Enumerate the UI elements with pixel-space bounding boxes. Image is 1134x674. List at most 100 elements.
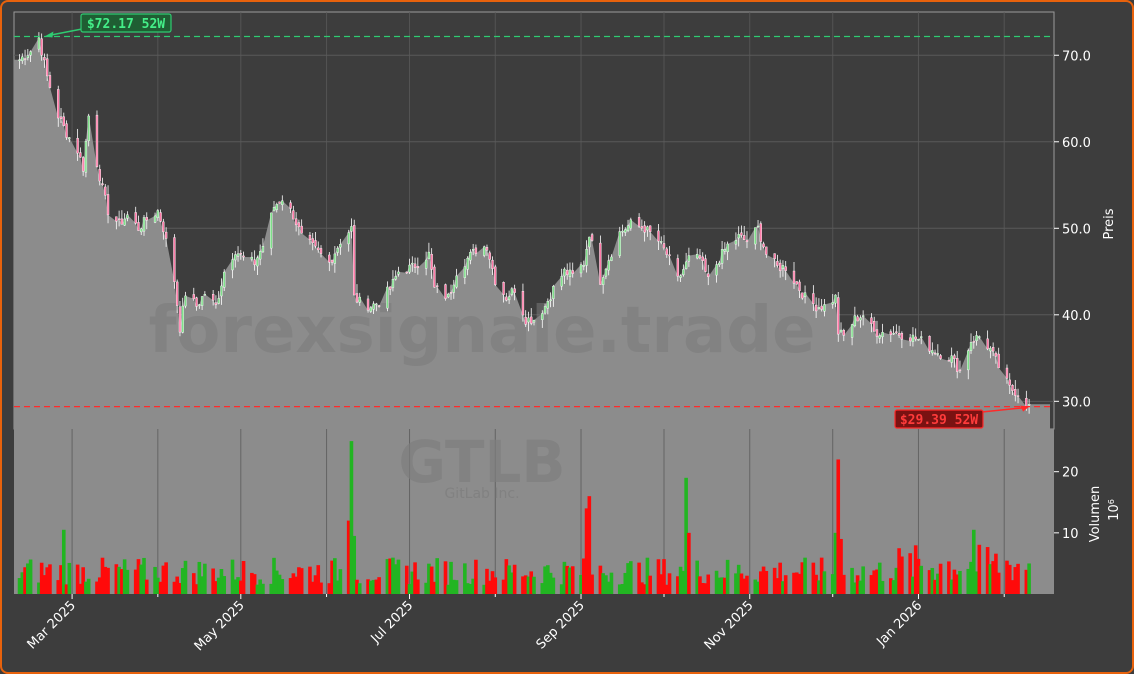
volume-bar-down [759, 571, 763, 594]
candle-down [1005, 367, 1009, 379]
volume-bar-up [617, 584, 622, 594]
candle-up [834, 294, 837, 304]
candle-up [333, 253, 337, 264]
candle-up [967, 350, 970, 371]
candle-up [350, 226, 353, 232]
volume-bar-down [783, 575, 788, 594]
volume-bar-down [404, 565, 409, 594]
candle-up [29, 51, 32, 56]
candle-down [195, 297, 198, 307]
volume-bar-down [772, 567, 777, 594]
candle-down [59, 116, 63, 119]
candle-down [389, 286, 392, 290]
volume-bar-up [930, 567, 935, 594]
volume-bar-down [977, 544, 982, 594]
candle-down [488, 252, 491, 260]
candle-up [270, 212, 273, 249]
volume-bar-down [659, 574, 664, 594]
volume-bar-up [139, 564, 144, 594]
volume-bar-up [122, 559, 127, 594]
candle-down [900, 332, 904, 340]
volume-bar-up [17, 578, 22, 594]
candle-down [319, 248, 323, 254]
volume-bar-up [216, 577, 221, 594]
volume-bar-down [676, 576, 680, 594]
candle-down [1016, 395, 1020, 397]
candle-down [137, 222, 140, 231]
candle-down [436, 285, 439, 287]
candle-up [184, 295, 187, 307]
candle-down [842, 330, 845, 336]
candle-up [126, 214, 129, 219]
volume-bar-down [56, 580, 61, 594]
candle-down [328, 254, 331, 263]
candle-up [217, 298, 220, 304]
candle-down [98, 169, 101, 182]
candle-up [507, 296, 511, 301]
candle-down [997, 353, 1000, 369]
candle-down [792, 270, 796, 284]
candle-up [84, 140, 88, 173]
volume-bar-up [28, 559, 33, 594]
candle-down [939, 355, 942, 359]
company-watermark: GitLab Inc. [444, 486, 519, 502]
volume-bar-down [598, 565, 603, 594]
candle-down [524, 316, 527, 325]
volume-bar-down [797, 573, 802, 594]
candle-down [665, 248, 668, 255]
volume-bar-up [604, 575, 608, 594]
volume-bar-down [698, 576, 702, 594]
volume-bar-up [540, 583, 545, 594]
candle-up [803, 292, 807, 297]
volume-bar-up [86, 578, 91, 594]
volume-bar-down [164, 562, 168, 594]
volume-bar-up [371, 579, 376, 594]
volume-bar-up [623, 572, 628, 594]
candle-up [861, 315, 865, 317]
volume-bar-down [794, 572, 799, 594]
volume-bar-down [291, 573, 296, 594]
volume-bar-down [214, 581, 218, 594]
volume-bar-up [435, 558, 439, 594]
volume-bar-down [913, 545, 918, 594]
volume-bar-down [388, 558, 392, 594]
candle-down [870, 317, 873, 324]
volume-bar-up [230, 559, 235, 594]
volume-bar-up [833, 532, 838, 594]
volume-bar-up [20, 572, 25, 594]
candle-up [989, 347, 992, 352]
candle-down [81, 157, 85, 172]
candle-down [444, 284, 447, 299]
candle-up [978, 336, 981, 338]
candle-up [203, 293, 207, 296]
volume-bar-up [684, 477, 688, 594]
volume-bar-up [678, 566, 683, 594]
candle-up [397, 271, 400, 275]
candle-up [839, 329, 843, 333]
volume-bar-down [23, 567, 27, 594]
candle-down [134, 212, 137, 224]
candle-down [43, 57, 46, 61]
candle-up [660, 241, 663, 243]
volume-bar-up [449, 561, 453, 594]
candle-up [510, 288, 514, 295]
candle-down [253, 259, 256, 265]
candle-down [159, 212, 162, 222]
price-axis-label: Preis [1102, 208, 1117, 239]
volume-bar-down [764, 570, 769, 594]
volume-bar-up [468, 583, 473, 594]
high-label-box [80, 13, 172, 33]
candle-down [117, 218, 121, 220]
volume-bar-down [723, 577, 727, 594]
volume-bar-up [396, 559, 401, 594]
candle-down [820, 305, 823, 310]
volume-bar-down [95, 581, 99, 594]
candle-up [684, 261, 688, 269]
volume-bar-down [512, 564, 517, 594]
volume-bar-up [258, 579, 262, 594]
candle-down [40, 38, 43, 56]
candle-up [696, 254, 699, 259]
volume-bar-down [316, 565, 321, 594]
candle-up [723, 249, 727, 252]
volume-bar-up [203, 563, 207, 594]
